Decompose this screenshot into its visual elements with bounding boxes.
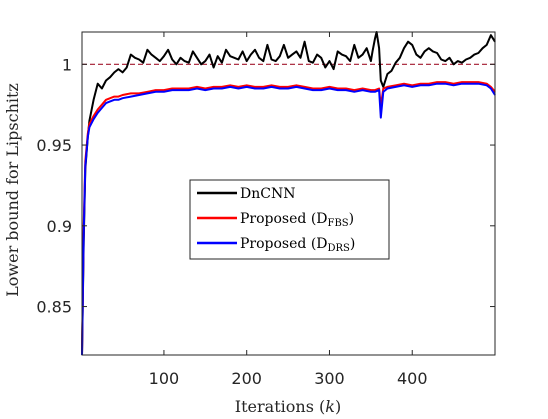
tick-layer: 100 200 300 400 0.85 0.9 0.95 1 — [36, 32, 495, 388]
legend-label: DnCNN — [240, 186, 295, 202]
y-axis-label: Lower bound for Lipschitz — [3, 83, 22, 297]
plot-frame — [81, 31, 496, 356]
x-tick-label: 200 — [231, 369, 262, 388]
x-axis-label: Iterations (k) — [235, 397, 341, 416]
legend: DnCNN Proposed (DFBS) Proposed (DDRS) — [189, 179, 390, 260]
y-tick-label: 1 — [62, 55, 72, 74]
series-line-1 — [81, 81, 496, 356]
y-tick-label: 0.95 — [36, 136, 72, 155]
legend-label: Proposed (DFBS) — [240, 211, 354, 229]
x-tick-label: 100 — [149, 369, 180, 388]
series-line-0 — [81, 31, 496, 356]
series-layer — [81, 31, 496, 356]
plot-area: 100 200 300 400 0.85 0.9 0.95 1 — [36, 31, 496, 388]
legend-label: Proposed (DDRS) — [240, 236, 355, 254]
x-tick-label: 400 — [397, 369, 428, 388]
y-tick-label: 0.9 — [47, 217, 72, 236]
series-line-2 — [81, 82, 496, 356]
y-tick-label: 0.85 — [36, 298, 72, 317]
x-tick-label: 300 — [314, 369, 345, 388]
